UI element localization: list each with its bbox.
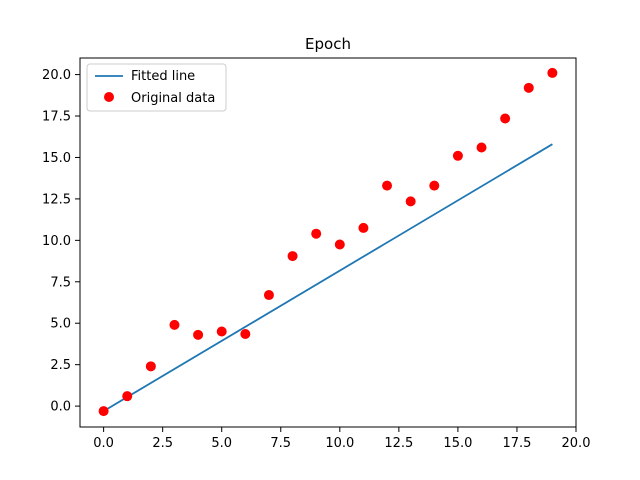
- data-point: [358, 222, 369, 233]
- y-tick-label: 20.0: [42, 68, 71, 83]
- y-tick-label: 7.5: [50, 275, 71, 290]
- data-point: [452, 150, 463, 161]
- data-point: [169, 319, 180, 330]
- y-tick-label: 0.0: [50, 400, 71, 415]
- plot-area: [80, 58, 576, 427]
- x-tick-label: 17.5: [502, 436, 531, 451]
- y-tick-label: 12.5: [42, 192, 71, 207]
- legend-original-data-marker: [104, 92, 114, 102]
- fitted-line: [103, 143, 553, 412]
- x-tick-label: 15.0: [443, 436, 472, 451]
- data-point: [98, 406, 109, 417]
- y-tick-label: 10.0: [42, 234, 71, 249]
- series-layer: [98, 67, 558, 417]
- x-tick-label: 7.5: [270, 436, 291, 451]
- data-point: [145, 361, 156, 372]
- x-tick-label: 2.5: [152, 436, 173, 451]
- data-point: [500, 113, 511, 124]
- legend: Fitted line Original data: [86, 63, 227, 112]
- data-point: [547, 67, 558, 78]
- data-point: [429, 180, 440, 191]
- legend-fitted-line-label: Fitted line: [131, 69, 195, 84]
- y-tick-label: 15.0: [42, 151, 71, 166]
- plot-frame: [79, 57, 577, 428]
- data-point: [193, 329, 204, 340]
- chart-title: Epoch: [305, 35, 351, 53]
- legend-original-data-label: Original data: [131, 91, 215, 106]
- data-point: [287, 251, 298, 262]
- data-point: [334, 239, 345, 250]
- x-tick-label: 12.5: [384, 436, 413, 451]
- x-tick-label: 0.0: [93, 436, 114, 451]
- x-tick-label: 10.0: [325, 436, 354, 451]
- x-axis: 0.0 2.5 5.0 7.5 10.0 12.5 15.0 17.5 20.0: [93, 427, 590, 451]
- y-tick-label: 17.5: [42, 110, 71, 125]
- y-axis: 0.0 2.5 5.0 7.5 10.0 12.5 15.0 17.5 20.0: [42, 68, 80, 415]
- data-point: [523, 82, 534, 93]
- y-tick-label: 2.5: [50, 358, 71, 373]
- data-point: [216, 326, 227, 337]
- data-point: [240, 329, 251, 340]
- data-point: [476, 142, 487, 153]
- x-tick-label: 20.0: [562, 436, 591, 451]
- data-point: [122, 391, 133, 402]
- data-point: [263, 290, 274, 301]
- y-tick-label: 5.0: [50, 317, 71, 332]
- data-point: [382, 180, 393, 191]
- x-tick-label: 5.0: [211, 436, 232, 451]
- data-point: [311, 228, 322, 239]
- data-point: [405, 196, 416, 207]
